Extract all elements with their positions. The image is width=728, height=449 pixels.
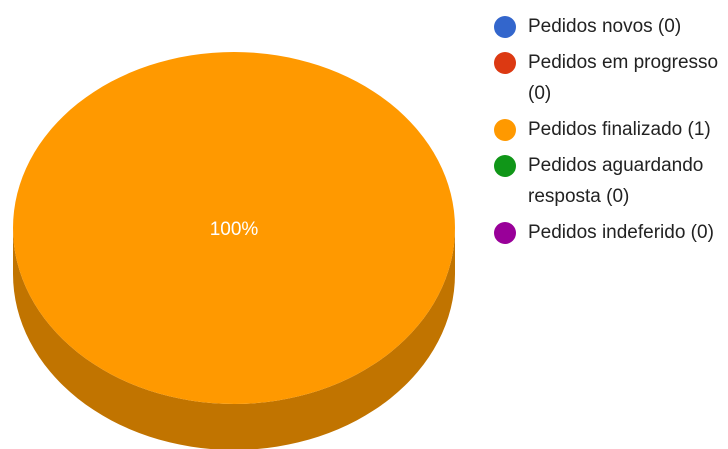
legend-label: Pedidos em progresso (0): [528, 52, 719, 104]
legend-marker-red: [494, 52, 516, 74]
legend-item-pedidos-finalizado[interactable]: Pedidos finalizado (1): [492, 114, 728, 145]
pie-data-label: 100%: [210, 219, 259, 240]
legend-label: Pedidos indeferido (0): [528, 222, 714, 243]
legend-item-pedidos-aguardando-resposta[interactable]: Pedidos aguardando resposta (0): [492, 150, 728, 212]
legend-marker-green: [494, 155, 516, 177]
legend-label: Pedidos aguardando resposta (0): [528, 155, 704, 207]
legend-item-pedidos-em-progresso[interactable]: Pedidos em progresso (0): [492, 47, 728, 109]
pie-slice-side-pedidos-finalizado: [13, 228, 455, 449]
legend-item-pedidos-novos[interactable]: Pedidos novos (0): [492, 11, 728, 42]
legend: Pedidos novos (0) Pedidos em progresso (…: [492, 11, 728, 253]
pie-slice-pedidos-finalizado[interactable]: [13, 52, 455, 404]
legend-label: Pedidos finalizado (1): [528, 119, 711, 140]
legend-label: Pedidos novos (0): [528, 16, 682, 37]
legend-marker-purple: [494, 222, 516, 244]
legend-marker-orange: [494, 119, 516, 141]
pie-chart: 100%: [13, 52, 455, 449]
legend-item-pedidos-indeferido[interactable]: Pedidos indeferido (0): [492, 217, 728, 248]
legend-marker-blue: [494, 16, 516, 38]
